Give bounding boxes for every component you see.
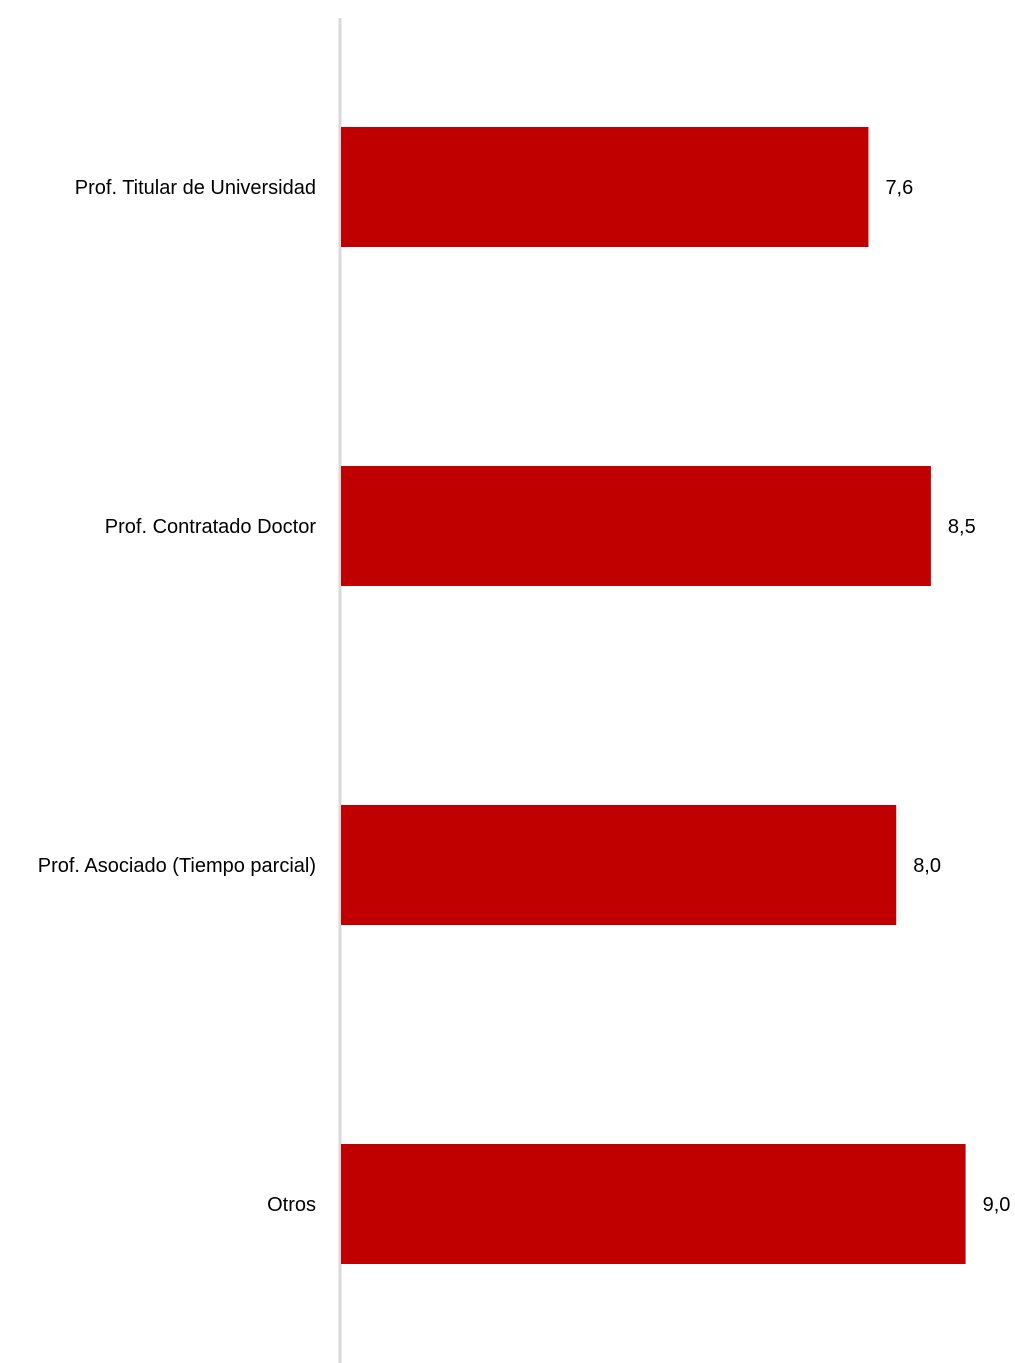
value-labels-group: 7,6 8,5 8,0 9,0 bbox=[885, 177, 1010, 1216]
bar bbox=[341, 466, 931, 586]
bars-group bbox=[341, 127, 966, 1264]
data-label: 9,0 bbox=[983, 1194, 1011, 1216]
category-label: Prof. Asociado (Tiempo parcial) bbox=[38, 855, 316, 877]
bar bbox=[341, 127, 869, 247]
category-label: Otros bbox=[267, 1194, 316, 1216]
data-label: 8,5 bbox=[948, 516, 976, 538]
category-label: Prof. Titular de Universidad bbox=[75, 177, 316, 199]
bar bbox=[341, 805, 897, 925]
data-label: 7,6 bbox=[885, 177, 913, 199]
data-label: 8,0 bbox=[913, 855, 941, 877]
bar bbox=[341, 1144, 966, 1264]
category-label: Prof. Contratado Doctor bbox=[105, 516, 317, 538]
category-labels-group: Prof. Titular de Universidad Prof. Contra… bbox=[38, 177, 317, 1216]
